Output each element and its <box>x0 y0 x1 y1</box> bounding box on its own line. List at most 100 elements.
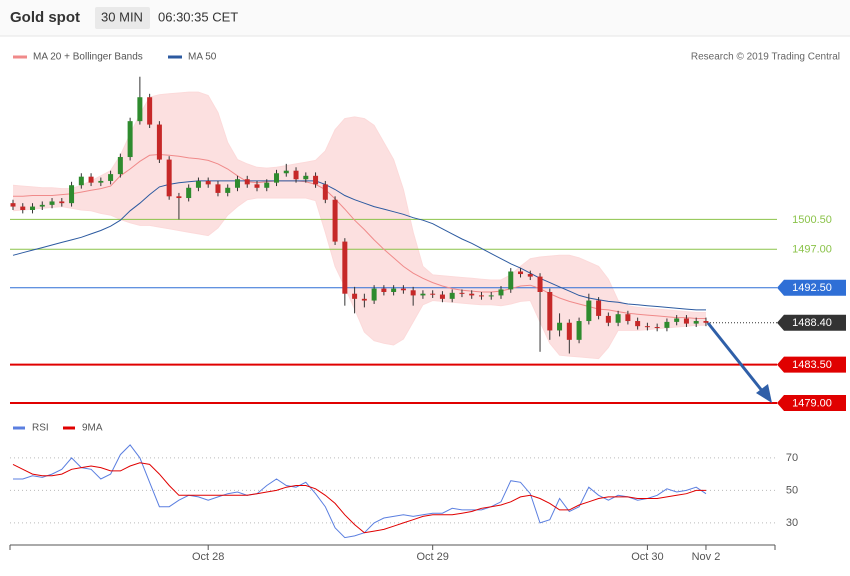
candle-body <box>322 184 328 200</box>
candle-body <box>303 175 309 180</box>
candle-body <box>605 315 611 323</box>
candle-body <box>488 295 494 297</box>
candle-body <box>30 206 36 210</box>
legend-label: MA 20 + Bollinger Bands <box>33 52 143 63</box>
candle-body <box>664 321 670 328</box>
bollinger-lower <box>12 197 706 360</box>
level-label: 1488.40 <box>792 317 832 329</box>
candle-body <box>20 206 26 210</box>
source: Research © 2019 Trading Central <box>691 52 840 63</box>
legend-label: MA 50 <box>188 52 217 63</box>
candle-body <box>625 314 631 322</box>
candle-body <box>547 291 553 331</box>
level-label: 1483.50 <box>792 359 832 371</box>
candle-body <box>39 204 45 207</box>
candle-body <box>332 199 338 242</box>
candle-body <box>195 180 201 188</box>
level-label: 1497.00 <box>792 244 832 256</box>
level-label-box <box>777 395 846 412</box>
x-tick-label: Nov 2 <box>692 551 721 563</box>
candle-body <box>166 159 172 197</box>
candle-body <box>615 314 621 323</box>
moving-average <box>12 180 706 311</box>
forecast-arrow <box>706 322 765 393</box>
candle-body <box>576 321 582 340</box>
rsi-line <box>12 462 706 534</box>
candle-body <box>147 97 153 125</box>
level-label: 1500.50 <box>792 214 832 226</box>
candle-body <box>186 187 192 199</box>
candle-body <box>78 176 84 186</box>
forecast-arrowhead <box>756 384 772 403</box>
candle-body <box>313 175 319 185</box>
candle-body <box>537 276 543 292</box>
candle-body <box>644 326 650 328</box>
title: Gold spot <box>10 9 80 26</box>
candle-body <box>420 293 426 296</box>
candle-body <box>439 294 445 299</box>
candle-body <box>478 295 484 297</box>
candle-body <box>264 182 270 188</box>
candle-body <box>683 318 689 324</box>
candle-body <box>176 196 182 199</box>
level-label: 1492.50 <box>792 282 832 294</box>
candle-body <box>137 97 143 122</box>
candle-body <box>59 201 65 204</box>
candle-body <box>381 288 387 292</box>
x-tick-label: Oct 29 <box>416 551 448 563</box>
candle-body <box>49 201 55 205</box>
candle-body <box>449 292 455 299</box>
candle-body <box>674 318 680 322</box>
candle-body <box>459 292 465 294</box>
interval-box[interactable] <box>95 7 150 29</box>
y-tick-label: 30 <box>786 517 798 529</box>
candle-body <box>469 293 475 296</box>
candle-body <box>508 271 514 290</box>
candle-body <box>244 179 250 185</box>
candle-body <box>635 321 641 327</box>
legend-label: RSI <box>32 423 49 434</box>
candle-body <box>352 293 358 299</box>
candle-body <box>274 173 280 183</box>
y-tick-label: 70 <box>786 452 798 464</box>
candle-body <box>293 170 299 180</box>
level-label-box <box>777 279 846 296</box>
timestamp: 06:30:35 CET <box>158 9 238 24</box>
candle-body <box>342 241 348 294</box>
candle-body <box>693 321 699 324</box>
level-label-box <box>777 314 846 331</box>
candle-body <box>234 179 240 188</box>
candle-body <box>430 293 436 295</box>
candle-body <box>10 203 16 207</box>
candle-body <box>225 187 231 193</box>
candle-body <box>361 298 367 301</box>
rsi-line <box>13 444 707 539</box>
candle-body <box>654 327 660 329</box>
candle-body <box>596 300 602 316</box>
interval[interactable]: 30 MIN <box>101 9 143 24</box>
candle-body <box>205 180 211 185</box>
x-tick-label: Oct 30 <box>631 551 663 563</box>
candle-body <box>527 274 533 277</box>
candle-body <box>283 170 289 174</box>
level-label: 1479.00 <box>792 397 832 409</box>
candle-body <box>98 180 104 183</box>
candle-body <box>156 124 162 160</box>
candle-body <box>703 321 709 323</box>
candle-body <box>117 157 123 175</box>
candle-body <box>498 289 504 296</box>
candle-body <box>108 174 114 181</box>
y-tick-label: 50 <box>786 484 798 496</box>
legend-label: 9MA <box>82 423 103 434</box>
candle-body <box>254 184 260 188</box>
candle-body <box>391 288 397 292</box>
candle-body <box>215 184 221 193</box>
candle-body <box>518 271 524 275</box>
candle-body <box>557 322 563 331</box>
candle-body <box>88 176 94 183</box>
level-label-box <box>777 356 846 373</box>
candle-body <box>371 288 377 301</box>
x-tick-label: Oct 28 <box>192 551 224 563</box>
candle-body <box>400 288 406 291</box>
